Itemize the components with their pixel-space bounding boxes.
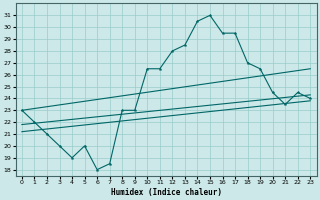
X-axis label: Humidex (Indice chaleur): Humidex (Indice chaleur): [111, 188, 221, 197]
